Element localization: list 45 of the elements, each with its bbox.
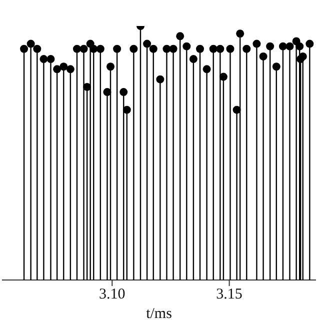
- point: [96, 44, 104, 53]
- point: [266, 42, 274, 50]
- x-axis-title: t/ms: [146, 306, 172, 320]
- point: [113, 44, 122, 53]
- point: [219, 72, 228, 81]
- point: [149, 44, 158, 53]
- point: [103, 88, 112, 96]
- point: [216, 44, 224, 53]
- point: [272, 62, 280, 71]
- point: [236, 30, 244, 38]
- point: [259, 52, 268, 60]
- point: [196, 44, 204, 53]
- point: [106, 62, 114, 71]
- point: [286, 42, 294, 50]
- point: [156, 75, 164, 84]
- point: [278, 42, 287, 50]
- point: [33, 44, 42, 53]
- point: [120, 88, 128, 96]
- point: [20, 44, 28, 53]
- point: [72, 44, 81, 53]
- point: [209, 44, 218, 53]
- point: [143, 40, 152, 48]
- point: [80, 44, 88, 53]
- point: [26, 40, 35, 48]
- point: [162, 44, 171, 53]
- x-tick-label: 3.15: [216, 286, 242, 303]
- point: [60, 62, 68, 71]
- point: [252, 40, 261, 48]
- point: [130, 44, 138, 53]
- point: [90, 44, 98, 53]
- point: [182, 42, 191, 50]
- point: [226, 44, 234, 53]
- point: [242, 44, 251, 53]
- point: [46, 55, 55, 64]
- point: [306, 40, 314, 48]
- point: [66, 65, 74, 74]
- point: [53, 65, 62, 74]
- point: [122, 106, 131, 114]
- x-tick-label: 3.10: [99, 286, 126, 303]
- point: [176, 32, 184, 40]
- point: [169, 44, 178, 53]
- point: [202, 65, 211, 74]
- point: [296, 42, 304, 50]
- point: [40, 55, 48, 64]
- point: [189, 55, 198, 64]
